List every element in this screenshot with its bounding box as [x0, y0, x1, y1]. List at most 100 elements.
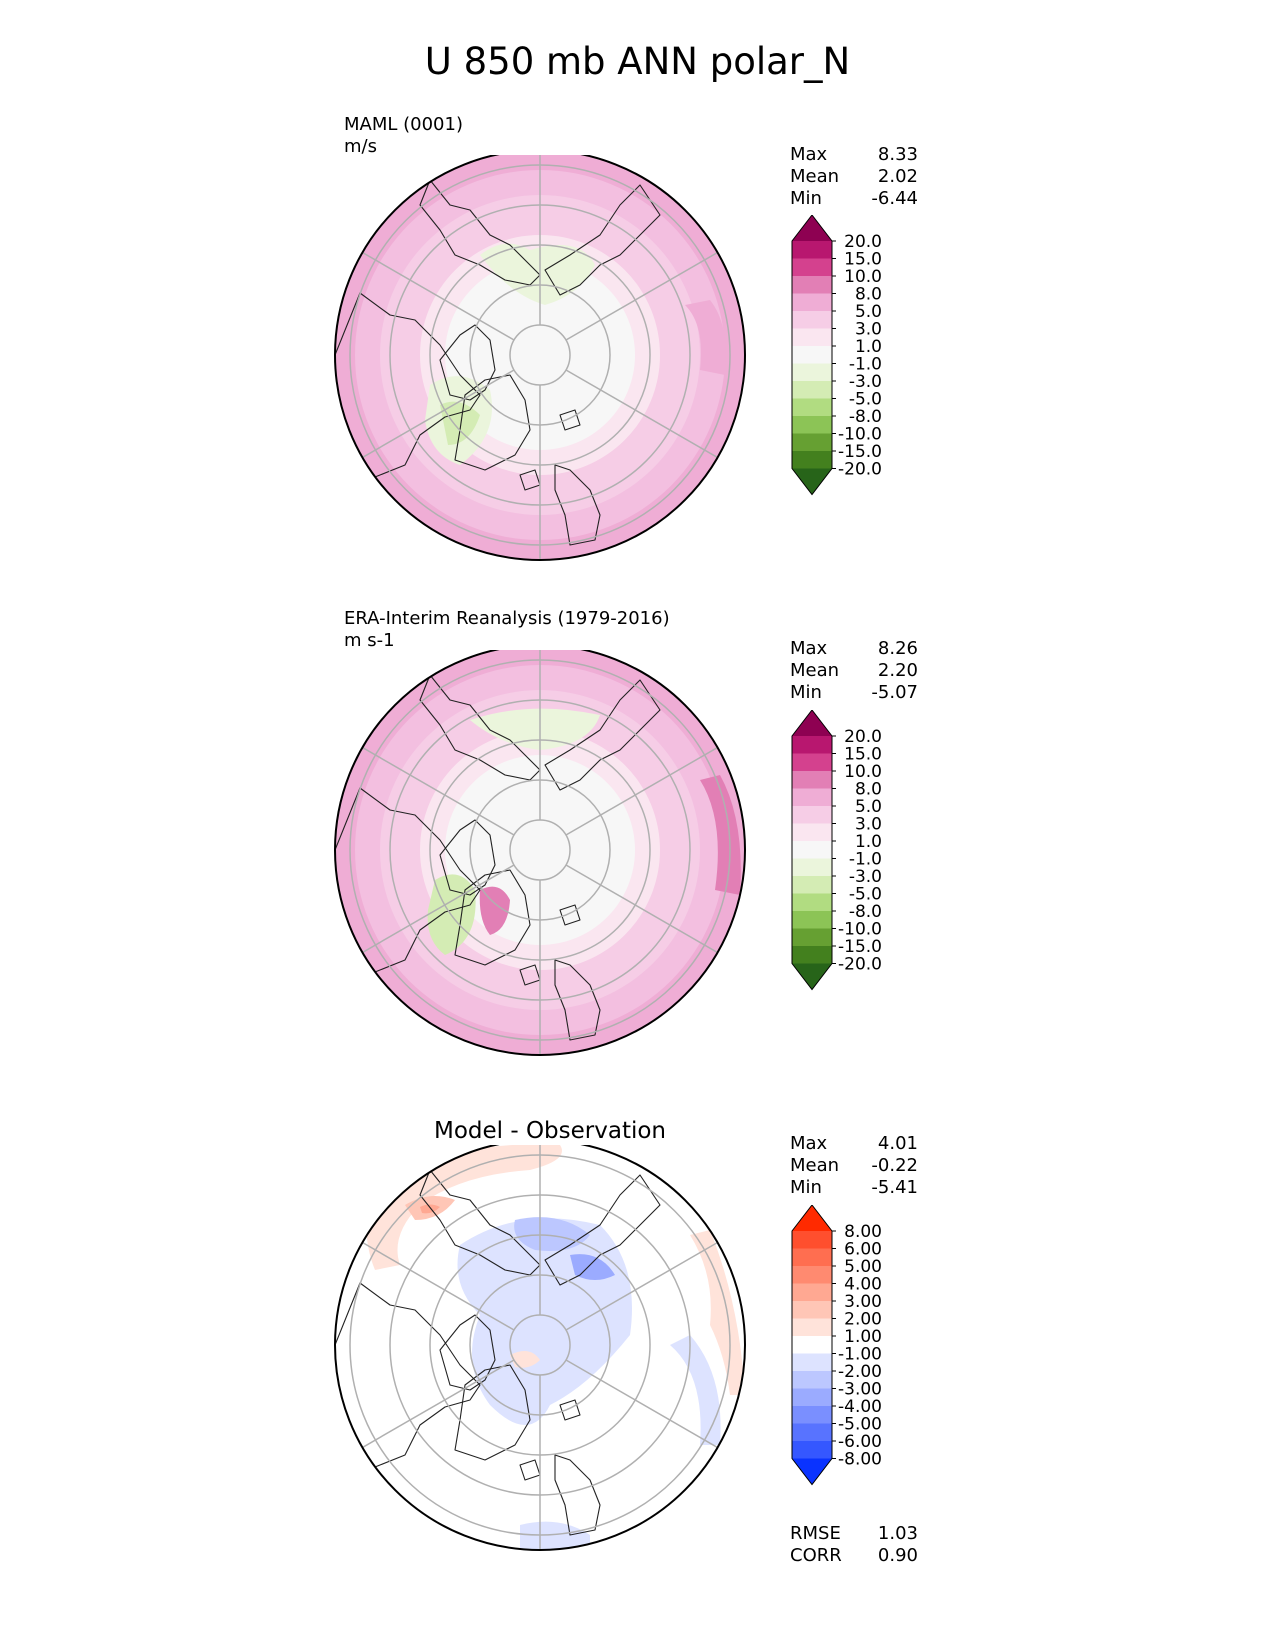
coastline: [439, 1314, 496, 1391]
colorbar-tick-label: 8.0: [855, 285, 882, 305]
colorbar-swatch: [792, 1283, 832, 1302]
stat-row-max: Max 8.33: [790, 144, 918, 165]
coastline: [544, 679, 661, 791]
colorbar-tick-label: -3.00: [838, 1380, 882, 1400]
panel-3-polar-map: [334, 1145, 746, 1551]
colorbar-swatch: [792, 788, 832, 807]
coastline: [454, 1364, 531, 1461]
coastline: [559, 904, 581, 926]
colorbar-tick-label: 3.0: [855, 815, 882, 835]
colorbar-extend-bottom: [792, 468, 832, 495]
colorbar-extend-bottom: [792, 1458, 832, 1485]
panel-3-title: Model - Observation: [433, 1118, 667, 1144]
colorbar-swatch: [792, 328, 832, 347]
map-field: [335, 650, 745, 1055]
coastlines: [335, 179, 661, 546]
map-boundary: [334, 155, 746, 561]
colorbar-swatch: [792, 771, 832, 789]
colorbar-swatch: [792, 1248, 832, 1267]
contour-region: [690, 1230, 745, 1395]
colorbar-tick-label: -10.0: [838, 425, 882, 445]
map-boundary: [334, 1145, 746, 1551]
panel-2-title: ERA-Interim Reanalysis (1979-2016) m s-1: [344, 608, 670, 652]
colorbar-tick-label: -4.00: [838, 1397, 882, 1417]
colorbar-tick-label: -3.0: [849, 372, 882, 392]
coastline: [544, 184, 661, 296]
stat-row-min: Min -6.44: [790, 188, 918, 209]
colorbar-swatch: [792, 293, 832, 312]
coastline: [454, 374, 531, 471]
colorbar-tick-label: 5.00: [844, 1257, 882, 1277]
colorbar-swatch: [792, 346, 832, 364]
colorbar-tick-label: -5.0: [849, 390, 882, 410]
stat-row-mean: Mean 2.02: [790, 166, 918, 187]
panel-3-stats: Max 4.01 Mean -0.22 Min -5.41: [790, 1133, 918, 1199]
colorbar-tick-label: -5.0: [849, 885, 882, 905]
colorbar-tick-label: 3.0: [855, 320, 882, 340]
colorbar-swatch: [792, 1406, 832, 1424]
colorbar-tick-label: -20.0: [838, 955, 882, 975]
stat-row-mean: Mean -0.22: [790, 1155, 918, 1176]
colorbar-tick-label: 1.0: [855, 832, 882, 852]
colorbar-swatch: [792, 1353, 832, 1372]
contour-region: [700, 775, 741, 895]
stat-row-min: Min -5.41: [790, 1177, 918, 1198]
stat-row-min: Min -5.07: [790, 682, 918, 703]
colorbar-tick-label: -20.0: [838, 460, 882, 480]
colorbar-tick-label: -8.00: [838, 1450, 882, 1470]
colorbar-swatch: [792, 858, 832, 877]
colorbar-tick-label: 6.00: [844, 1240, 882, 1260]
colorbar-swatch: [792, 823, 832, 842]
colorbar-extend-top: [792, 710, 832, 736]
figure-title: U 850 mb ANN polar_N: [424, 40, 851, 83]
colorbar-tick-label: -1.00: [838, 1345, 882, 1365]
colorbar-swatch: [792, 893, 832, 912]
colorbar-swatch: [792, 753, 832, 772]
stat-row-rmse: RMSE 1.03: [790, 1523, 918, 1544]
colorbar-swatch: [792, 946, 832, 964]
colorbar-swatch: [792, 1423, 832, 1442]
colorbar-tick-label: 10.0: [844, 267, 882, 287]
coastline: [554, 959, 601, 1041]
colorbar-swatch: [792, 1266, 832, 1284]
colorbar-swatch: [792, 433, 832, 452]
panel-2-units: m s-1: [344, 630, 395, 651]
coastline: [454, 869, 531, 966]
colorbar-tick-label: 2.00: [844, 1310, 882, 1330]
contour-region: [470, 708, 600, 750]
panel-2-model-name: ERA-Interim Reanalysis (1979-2016): [344, 608, 670, 629]
colorbar-swatch: [792, 806, 832, 824]
stat-row-mean: Mean 2.20: [790, 660, 918, 681]
coastline: [439, 324, 496, 401]
contour-region: [479, 886, 510, 935]
colorbar-tick-label: 4.00: [844, 1275, 882, 1295]
colorbar-tick-label: 8.0: [855, 780, 882, 800]
panel-1-stats: Max 8.33 Mean 2.02 Min -6.44: [790, 144, 918, 210]
colorbar-swatch: [792, 1371, 832, 1389]
colorbar-tick-label: 1.00: [844, 1327, 882, 1347]
colorbar-swatch: [792, 258, 832, 277]
stat-row-corr: CORR 0.90: [790, 1545, 918, 1566]
colorbar-tick-label: 5.0: [855, 302, 882, 322]
colorbar-tick-label: 8.00: [844, 1222, 882, 1242]
colorbar-swatch: [792, 451, 832, 469]
coastline: [544, 1174, 661, 1286]
panel-3-colorbar: 8.006.005.004.003.002.001.00-1.00-2.00-3…: [791, 1205, 882, 1486]
colorbar-tick-label: -6.00: [838, 1432, 882, 1452]
panel-3-extra-stats: RMSE 1.03 CORR 0.90: [790, 1523, 918, 1567]
colorbar-extend-bottom: [792, 963, 832, 990]
colorbar-swatch: [792, 398, 832, 417]
colorbar-extend-top: [792, 215, 832, 241]
coastline: [419, 179, 541, 286]
colorbar-tick-label: -5.00: [838, 1415, 882, 1435]
colorbar-swatch: [792, 416, 832, 434]
colorbar-swatch: [792, 911, 832, 929]
colorbar-tick-label: -8.0: [849, 407, 882, 427]
coastline: [559, 1399, 581, 1421]
panel-1-title: MAML (0001) m/s: [344, 114, 463, 158]
colorbar-tick-label: 1.0: [855, 337, 882, 357]
colorbar-swatch: [792, 1388, 832, 1407]
coastline: [419, 674, 541, 781]
colorbar-tick-label: -8.0: [849, 902, 882, 922]
colorbar-swatch: [792, 1336, 832, 1354]
